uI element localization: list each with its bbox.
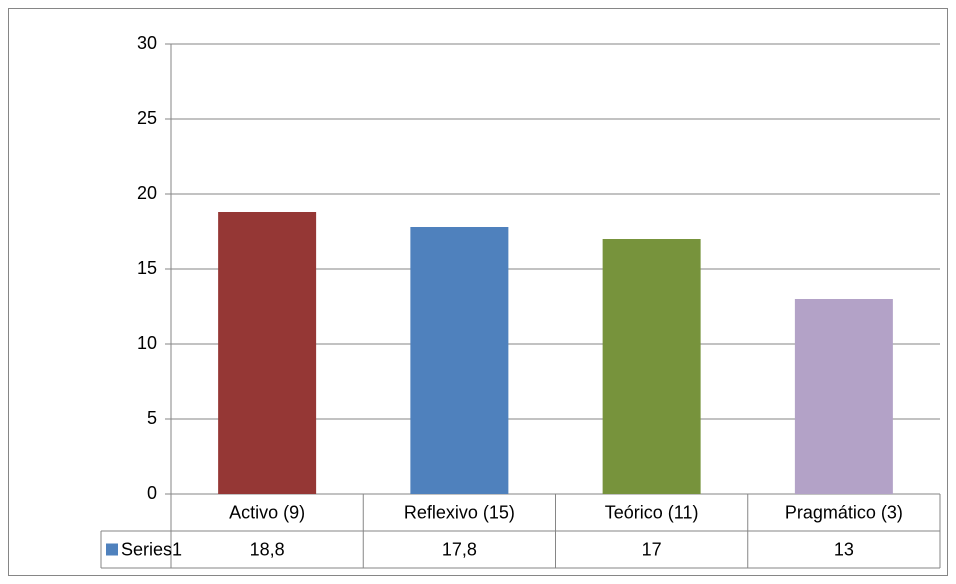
y-tick-label: 20 xyxy=(137,183,157,203)
x-tick-label: Teórico (11) xyxy=(605,502,699,522)
x-tick-label: Activo (9) xyxy=(229,502,305,522)
y-tick-label: 10 xyxy=(137,333,157,353)
table-value: 13 xyxy=(834,539,854,559)
y-tick-label: 0 xyxy=(147,483,157,503)
bar xyxy=(410,227,509,494)
table-value: 18,8 xyxy=(250,539,285,559)
y-tick-label: 30 xyxy=(137,33,157,53)
legend-key xyxy=(106,543,118,556)
y-tick-label: 5 xyxy=(147,408,157,428)
x-tick-label: Pragmático (3) xyxy=(785,502,903,522)
bar xyxy=(602,239,701,494)
legend-label: Series1 xyxy=(121,539,182,559)
x-tick-label: Reflexivo (15) xyxy=(404,502,515,522)
bar xyxy=(794,299,893,494)
y-tick-label: 25 xyxy=(137,108,157,128)
y-tick-label: 15 xyxy=(137,258,157,278)
table-value: 17 xyxy=(642,539,662,559)
table-value: 17,8 xyxy=(442,539,477,559)
bar xyxy=(218,212,317,494)
